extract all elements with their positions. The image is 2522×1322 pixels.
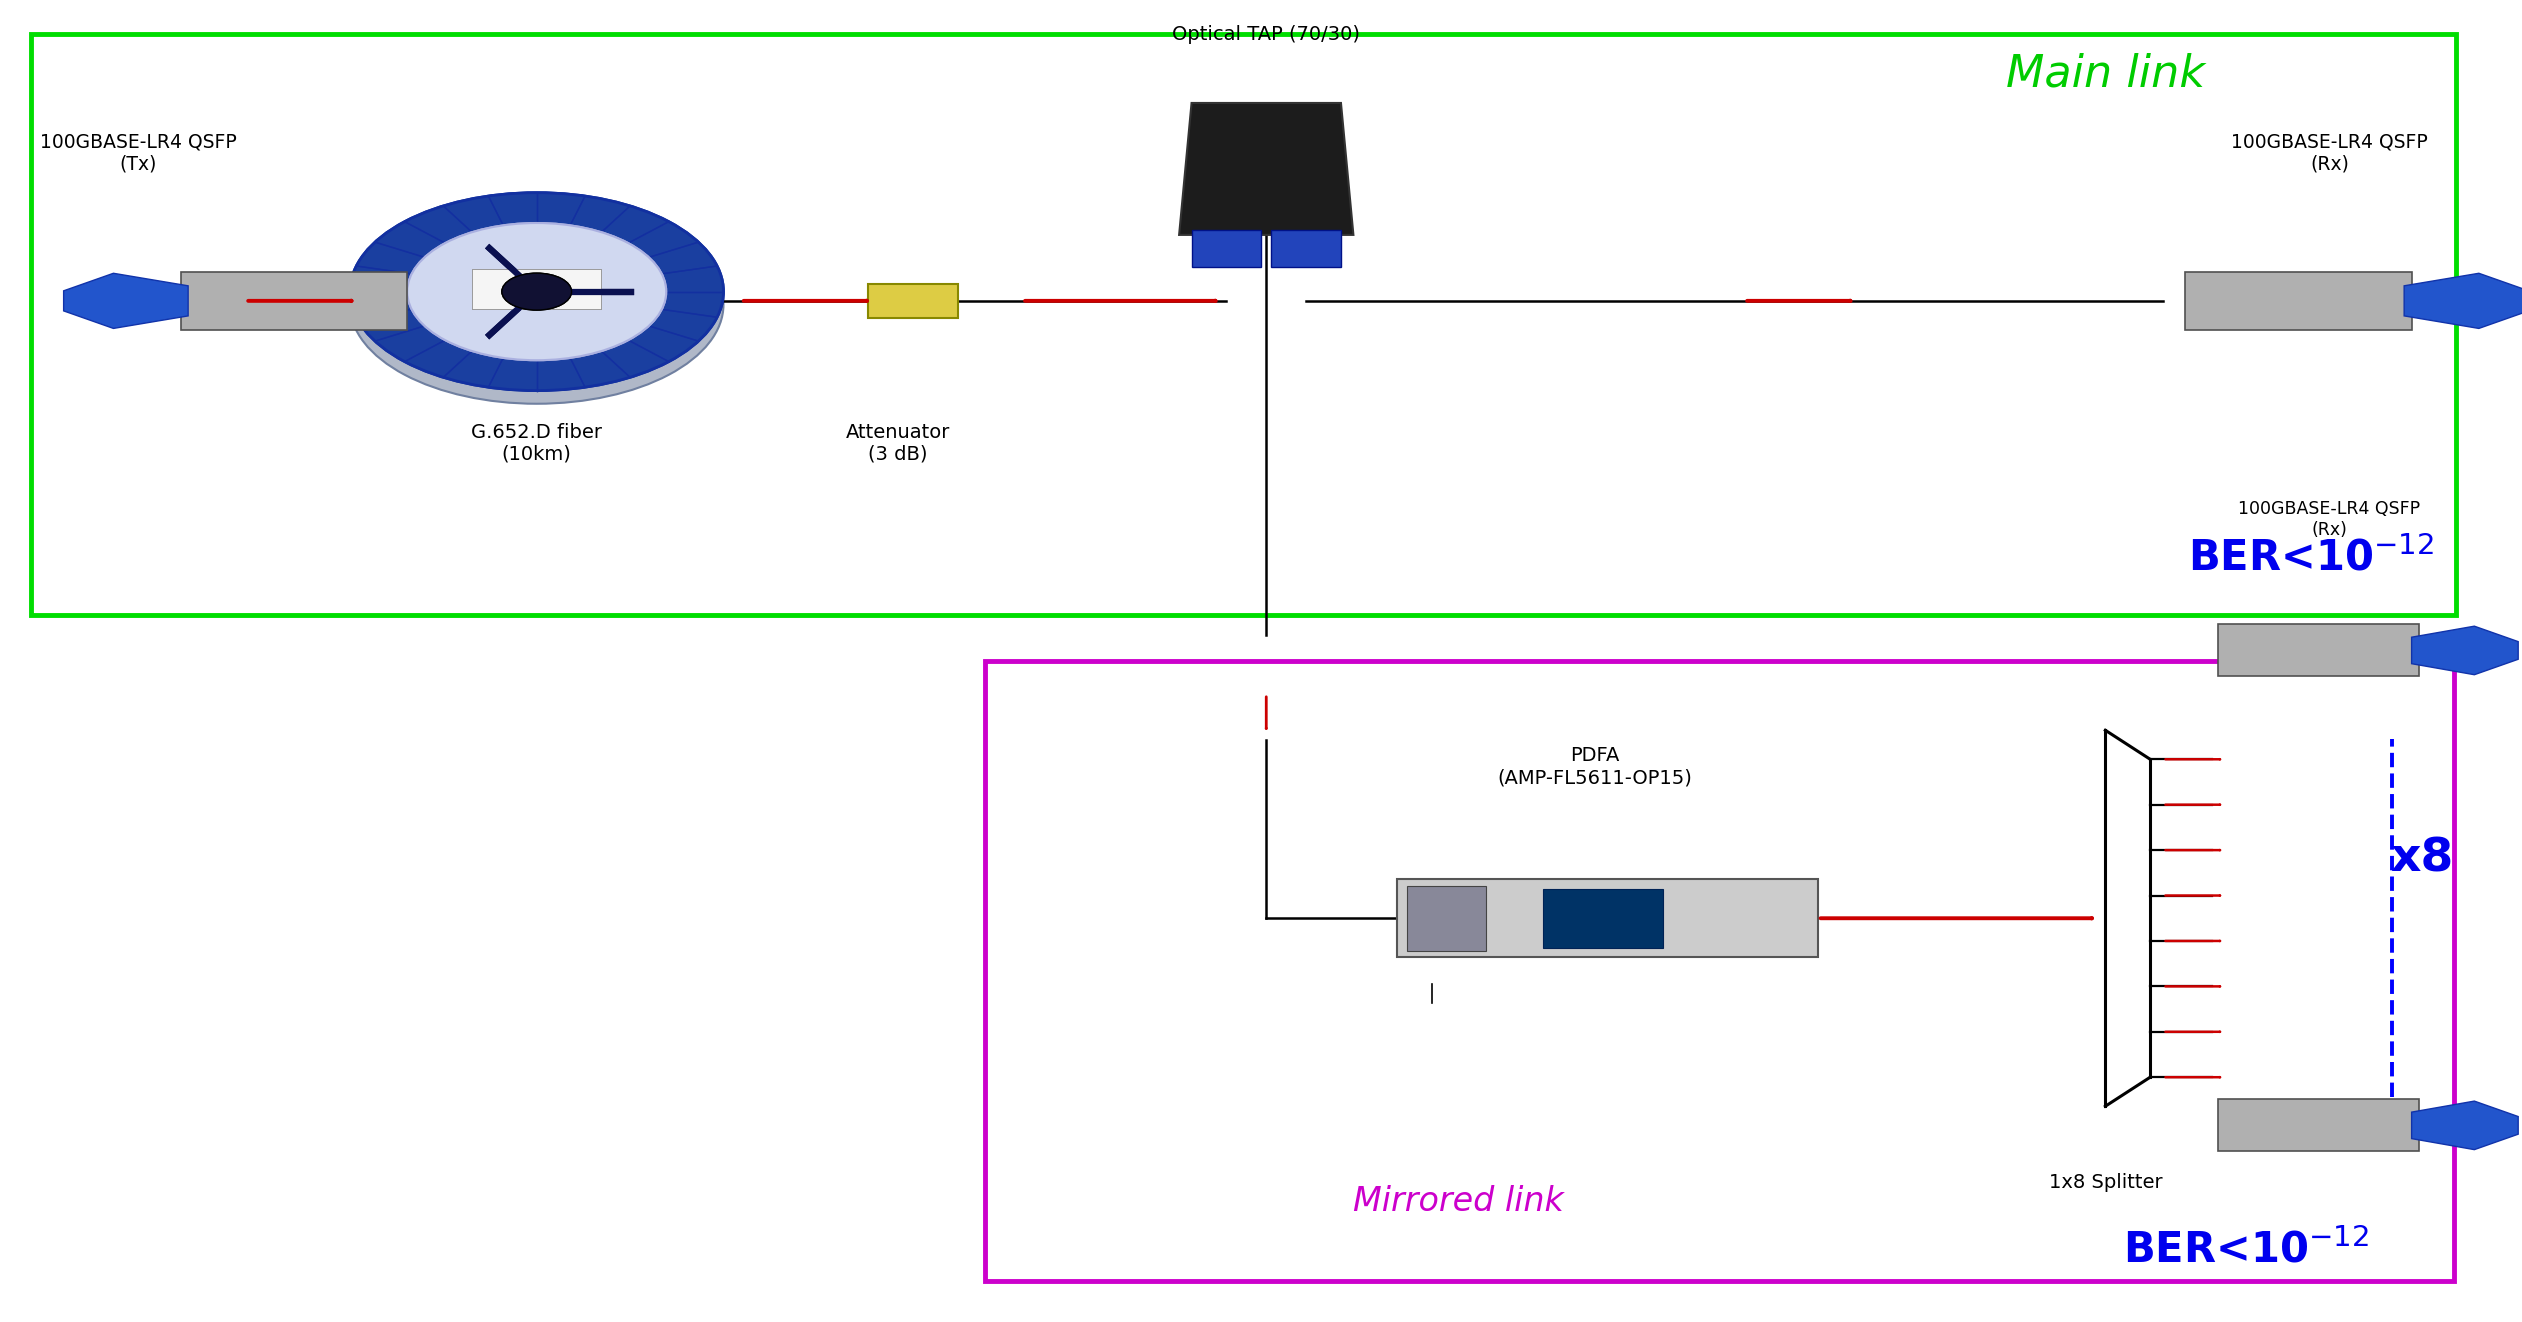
FancyBboxPatch shape bbox=[472, 270, 600, 309]
FancyBboxPatch shape bbox=[1397, 879, 1818, 957]
Text: 100GBASE-LR4 QSFP
(Tx): 100GBASE-LR4 QSFP (Tx) bbox=[40, 132, 237, 173]
Circle shape bbox=[406, 223, 666, 360]
Polygon shape bbox=[2411, 627, 2517, 674]
Text: 100GBASE-LR4 QSFP
(Rx): 100GBASE-LR4 QSFP (Rx) bbox=[2240, 501, 2421, 539]
Text: 1x8 Splitter: 1x8 Splitter bbox=[2048, 1173, 2161, 1191]
FancyBboxPatch shape bbox=[868, 284, 958, 319]
Text: G.652.D fiber
(10km): G.652.D fiber (10km) bbox=[472, 423, 603, 464]
Text: x8: x8 bbox=[2391, 837, 2454, 882]
FancyBboxPatch shape bbox=[182, 272, 406, 330]
Circle shape bbox=[406, 223, 666, 360]
Polygon shape bbox=[2411, 1101, 2517, 1150]
FancyBboxPatch shape bbox=[1543, 888, 1665, 948]
Text: Optical TAP (70/30): Optical TAP (70/30) bbox=[1173, 25, 1359, 44]
FancyBboxPatch shape bbox=[1271, 230, 1342, 267]
Text: BER<10$^{-12}$: BER<10$^{-12}$ bbox=[2187, 537, 2434, 579]
Polygon shape bbox=[1180, 103, 1354, 235]
Text: 100GBASE-LR4 QSFP
(Rx): 100GBASE-LR4 QSFP (Rx) bbox=[2232, 132, 2429, 173]
Text: BER<10$^{-12}$: BER<10$^{-12}$ bbox=[2124, 1229, 2368, 1272]
Circle shape bbox=[351, 193, 724, 390]
Text: Mirrored link: Mirrored link bbox=[1352, 1186, 1564, 1219]
Text: PDFA
(AMP-FL5611-OP15): PDFA (AMP-FL5611-OP15) bbox=[1498, 746, 1692, 787]
FancyBboxPatch shape bbox=[2184, 272, 2411, 330]
FancyBboxPatch shape bbox=[1407, 886, 1485, 951]
FancyBboxPatch shape bbox=[2217, 1100, 2419, 1151]
Circle shape bbox=[351, 206, 724, 403]
Polygon shape bbox=[2403, 274, 2522, 328]
Text: Attenuator
(3 dB): Attenuator (3 dB) bbox=[845, 423, 951, 464]
FancyBboxPatch shape bbox=[2217, 624, 2419, 677]
Circle shape bbox=[502, 274, 572, 311]
Polygon shape bbox=[63, 274, 189, 328]
FancyBboxPatch shape bbox=[1190, 230, 1261, 267]
Circle shape bbox=[351, 193, 724, 390]
Text: Main link: Main link bbox=[2005, 53, 2204, 95]
Circle shape bbox=[502, 274, 572, 311]
